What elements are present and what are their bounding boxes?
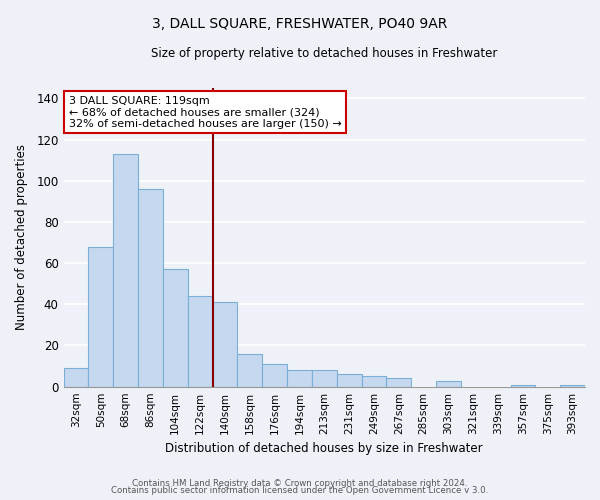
Bar <box>436 380 461 386</box>
Bar <box>188 296 212 386</box>
Text: Contains HM Land Registry data © Crown copyright and database right 2024.: Contains HM Land Registry data © Crown c… <box>132 478 468 488</box>
Y-axis label: Number of detached properties: Number of detached properties <box>15 144 28 330</box>
Bar <box>312 370 337 386</box>
Bar <box>386 378 411 386</box>
Bar <box>138 189 163 386</box>
Bar <box>262 364 287 386</box>
Bar <box>113 154 138 386</box>
Text: 3, DALL SQUARE, FRESHWATER, PO40 9AR: 3, DALL SQUARE, FRESHWATER, PO40 9AR <box>152 18 448 32</box>
Bar <box>238 354 262 386</box>
Bar <box>163 270 188 386</box>
Bar <box>88 246 113 386</box>
Text: 3 DALL SQUARE: 119sqm
← 68% of detached houses are smaller (324)
32% of semi-det: 3 DALL SQUARE: 119sqm ← 68% of detached … <box>69 96 341 128</box>
Bar <box>64 368 88 386</box>
Title: Size of property relative to detached houses in Freshwater: Size of property relative to detached ho… <box>151 48 497 60</box>
Bar <box>560 384 585 386</box>
Bar <box>362 376 386 386</box>
Text: Contains public sector information licensed under the Open Government Licence v : Contains public sector information licen… <box>112 486 488 495</box>
X-axis label: Distribution of detached houses by size in Freshwater: Distribution of detached houses by size … <box>166 442 483 455</box>
Bar <box>287 370 312 386</box>
Bar <box>337 374 362 386</box>
Bar <box>212 302 238 386</box>
Bar <box>511 384 535 386</box>
